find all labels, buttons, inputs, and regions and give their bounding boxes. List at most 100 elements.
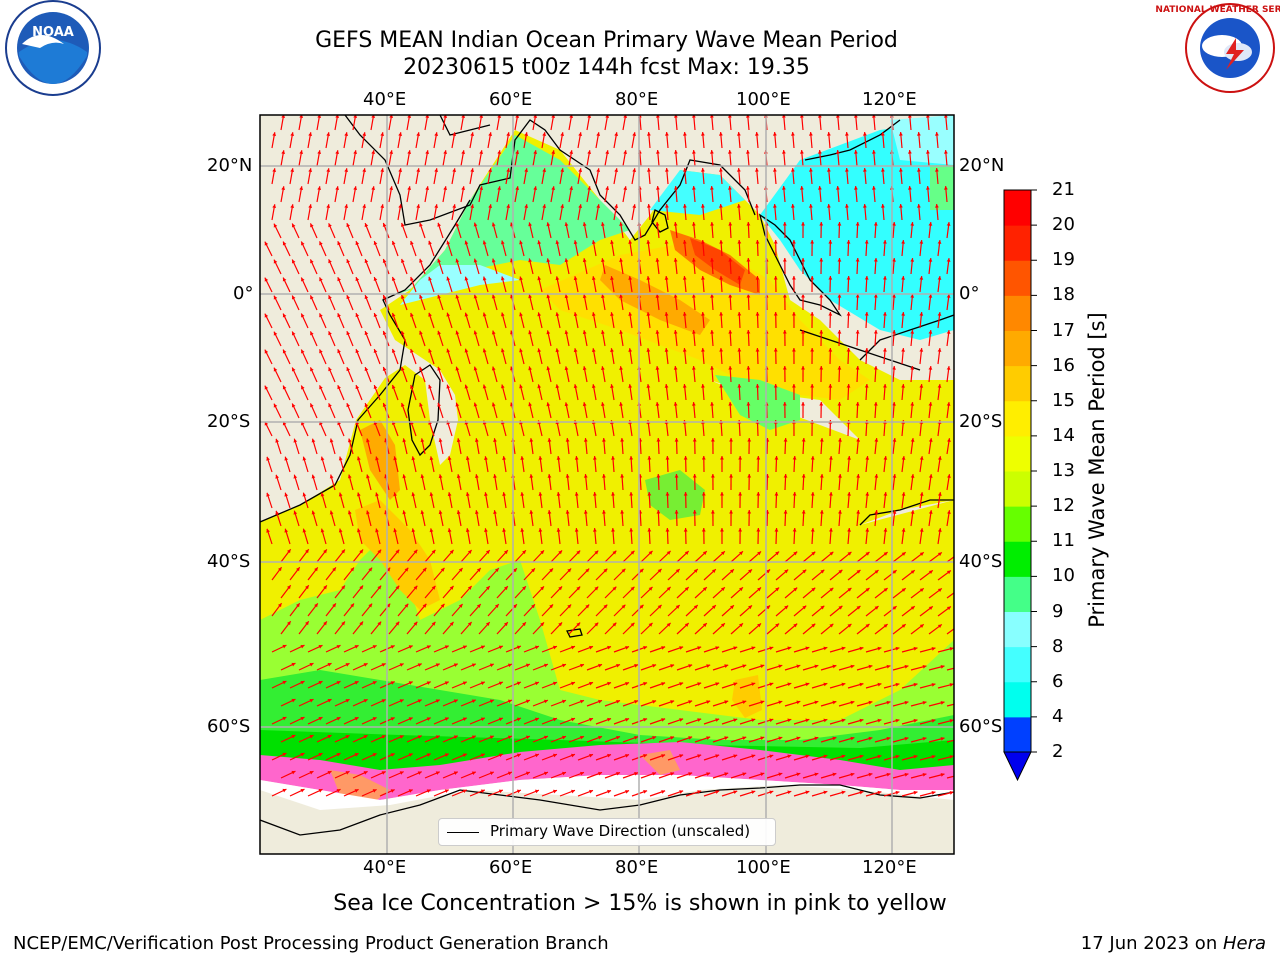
wave-arrow-head	[619, 294, 623, 298]
wave-arrow-head	[564, 330, 569, 335]
wave-arrow-head	[366, 510, 370, 515]
wave-arrow-head	[310, 403, 314, 408]
wave-arrow-head	[868, 700, 873, 705]
wave-arrow-head	[491, 330, 496, 335]
wave-arrow-head	[500, 312, 505, 317]
wave-arrow-head	[959, 737, 963, 741]
wave-arrow-head	[937, 492, 942, 496]
wave-arrow-head	[895, 682, 900, 687]
wave-arrow-head	[873, 258, 878, 262]
wave-arrow-head	[411, 528, 416, 533]
wave-arrow-head	[737, 132, 741, 136]
wave-arrow-head	[810, 348, 815, 352]
wave-arrow-head	[335, 115, 340, 119]
wave-arrow-head	[605, 150, 610, 155]
wave-arrow-head	[328, 331, 332, 336]
wave-arrow-head	[419, 222, 423, 227]
wave-arrow-head	[531, 604, 535, 609]
wave-arrow-head	[444, 717, 449, 721]
wave-arrow-head	[308, 204, 313, 209]
wave-arrow-head	[323, 585, 327, 590]
wave-arrow-head	[710, 330, 714, 334]
wave-arrow-head	[895, 790, 900, 795]
wave-arrow-head	[769, 790, 774, 795]
wave-arrow-head	[319, 349, 323, 354]
wave-arrow-head	[810, 456, 815, 460]
wave-arrow-head	[828, 276, 833, 280]
wave-arrow-head	[525, 735, 530, 740]
wave-arrow-head	[371, 150, 376, 155]
wave-arrow-head	[516, 789, 521, 794]
wave-arrow-head	[543, 663, 548, 668]
wave-arrow-head	[877, 682, 882, 687]
wave-arrow-head	[664, 384, 669, 388]
wave-arrow-head	[558, 586, 563, 591]
wave-arrow-head	[819, 510, 824, 514]
wave-direction-arrows	[264, 115, 963, 797]
wave-arrow-head	[266, 492, 270, 497]
wave-arrow-head	[639, 568, 644, 573]
wave-arrow-head	[883, 276, 887, 280]
wave-arrow-head	[555, 240, 560, 245]
wave-arrow-head	[291, 223, 296, 228]
wave-arrow-head	[434, 132, 439, 137]
wave-arrow-head	[937, 456, 942, 460]
wave-arrow-head	[605, 115, 610, 119]
wave-arrow-head	[679, 682, 684, 686]
wave-arrow-head	[746, 366, 751, 370]
wave-arrow-head	[737, 384, 742, 388]
wave-arrow-head	[413, 621, 418, 626]
wave-arrow-head	[682, 240, 687, 244]
wave-arrow-head	[738, 456, 743, 460]
wave-arrow-head	[801, 510, 806, 514]
colorbar-tick-label: 21	[1052, 179, 1075, 200]
wave-arrow-head	[452, 132, 457, 137]
wave-arrow-head	[710, 258, 714, 262]
wave-arrow-head	[901, 528, 906, 532]
wave-arrow-head	[838, 605, 843, 610]
wave-arrow-head	[670, 772, 675, 776]
wave-arrow-head	[408, 789, 413, 793]
wave-arrow-head	[959, 773, 963, 777]
wave-arrow-head	[616, 699, 621, 704]
wave-arrow-head	[634, 736, 639, 740]
wave-arrow-head	[647, 528, 652, 532]
wave-arrow-head	[805, 718, 810, 723]
wave-arrow-head	[282, 349, 287, 354]
colorbar-tick-label: 19	[1052, 249, 1075, 271]
wave-arrow-head	[628, 312, 633, 316]
wave-arrow-head	[665, 204, 669, 208]
wave-arrow-head	[446, 384, 451, 389]
wave-arrow-head	[829, 492, 833, 496]
wave-arrow-head	[491, 402, 496, 407]
wave-arrow-head	[679, 754, 684, 758]
wave-arrow-head	[818, 186, 822, 190]
wave-arrow-head	[455, 402, 460, 407]
wave-arrow-head	[783, 474, 788, 478]
wave-arrow-head	[913, 790, 918, 795]
wave-arrow-head	[855, 366, 860, 370]
wave-arrow-head	[620, 474, 625, 478]
wave-arrow-head	[865, 624, 870, 628]
wave-arrow-head	[783, 438, 788, 442]
wave-arrow-head	[410, 276, 414, 281]
wave-arrow-head	[395, 621, 400, 626]
wave-arrow-head	[375, 492, 379, 497]
wave-arrow-head	[336, 753, 341, 757]
wave-arrow-head	[420, 438, 425, 443]
wave-arrow-head	[901, 276, 906, 280]
wave-arrow-head	[901, 240, 906, 244]
wave-arrow-head	[408, 645, 413, 649]
wave-arrow-head	[281, 115, 286, 119]
wave-arrow-head	[819, 366, 824, 370]
wave-arrow-head	[746, 330, 751, 334]
wave-arrow-head	[682, 312, 687, 316]
wave-arrow-head	[465, 456, 470, 461]
wave-arrow-head	[922, 700, 927, 705]
wave-arrow-head	[537, 348, 542, 353]
wave-arrow-head	[946, 330, 951, 334]
wave-arrow-head	[583, 510, 588, 514]
wave-arrow-head	[946, 222, 951, 226]
wave-arrow-head	[819, 294, 824, 298]
wave-arrow-head	[336, 717, 341, 721]
